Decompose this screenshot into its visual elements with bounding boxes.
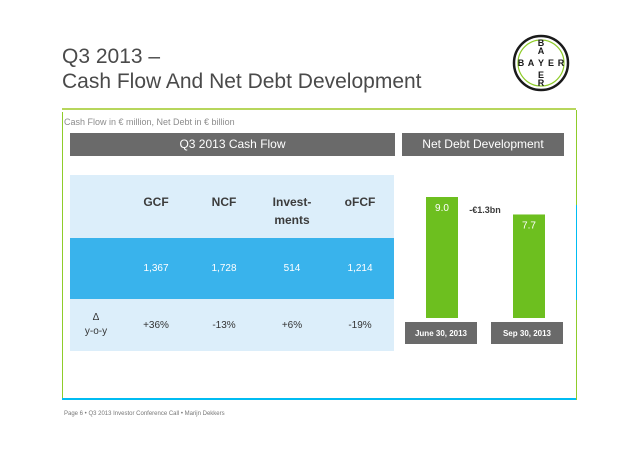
left-frame-line — [62, 112, 63, 398]
yoy-investments: +6% — [281, 319, 303, 331]
yoy-ofcf: -19% — [348, 319, 372, 331]
svg-text:A: A — [538, 46, 545, 56]
svg-text:R: R — [538, 78, 545, 88]
net-debt-bar-0 — [426, 197, 458, 318]
value-gcf: 1,367 — [143, 263, 169, 274]
category-label-box-1 — [491, 322, 563, 344]
net-debt-value-label-1: 7.7 — [522, 220, 536, 231]
table-header-row: GCF NCF Invest-ments oFCF — [70, 175, 394, 238]
column-header-ncf: NCF — [211, 195, 237, 209]
svg-text:B: B — [538, 38, 545, 48]
column-header-investments: Invest-ments — [258, 175, 326, 238]
value-investments: 514 — [283, 263, 301, 274]
right-frame-line — [576, 110, 638, 400]
slide-title-line1: Q3 2013 – — [62, 45, 161, 68]
column-header-gcf: GCF — [143, 195, 169, 209]
value-ncf: 1,728 — [211, 263, 237, 274]
column-header-investments-text: Invest-ments — [272, 195, 312, 227]
footer-text: Page 6 • Q3 2013 Investor Conference Cal… — [64, 411, 225, 417]
svg-text:R: R — [558, 58, 565, 68]
table-row: 1,367 1,728 514 1,214 — [70, 238, 394, 299]
net-debt-header: Net Debt Development — [402, 133, 564, 156]
bottom-divider — [62, 398, 576, 400]
category-label-0: June 30, 2013 — [415, 329, 468, 338]
yoy-gcf: +36% — [143, 319, 169, 331]
svg-text:A: A — [528, 58, 535, 68]
cash-flow-header: Q3 2013 Cash Flow — [70, 133, 395, 156]
net-debt-bar-1 — [513, 214, 545, 318]
yoy-ncf: -13% — [212, 319, 236, 331]
svg-text:E: E — [538, 70, 544, 80]
net-debt-value-label-0: 9.0 — [435, 203, 449, 214]
slide-title: Q3 2013 – Cash Flow And Net Debt Develop… — [62, 44, 422, 94]
cash-flow-table: GCF NCF Invest-ments oFCF 1,367 1,728 51… — [70, 175, 394, 351]
svg-text:Y: Y — [538, 58, 544, 68]
category-label-box-0 — [405, 322, 477, 344]
net-debt-change-annotation: -€1.3bn — [469, 205, 501, 215]
column-header-ofcf: oFCF — [344, 195, 376, 209]
category-label-1: Sep 30, 2013 — [503, 329, 552, 338]
svg-text:E: E — [548, 58, 554, 68]
svg-text:B: B — [518, 58, 525, 68]
title-divider — [62, 108, 576, 110]
value-ofcf: 1,214 — [347, 263, 373, 274]
slide-title-line2: Cash Flow And Net Debt Development — [62, 70, 422, 93]
units-subtitle: Cash Flow in € million, Net Debt in € bi… — [64, 117, 235, 127]
